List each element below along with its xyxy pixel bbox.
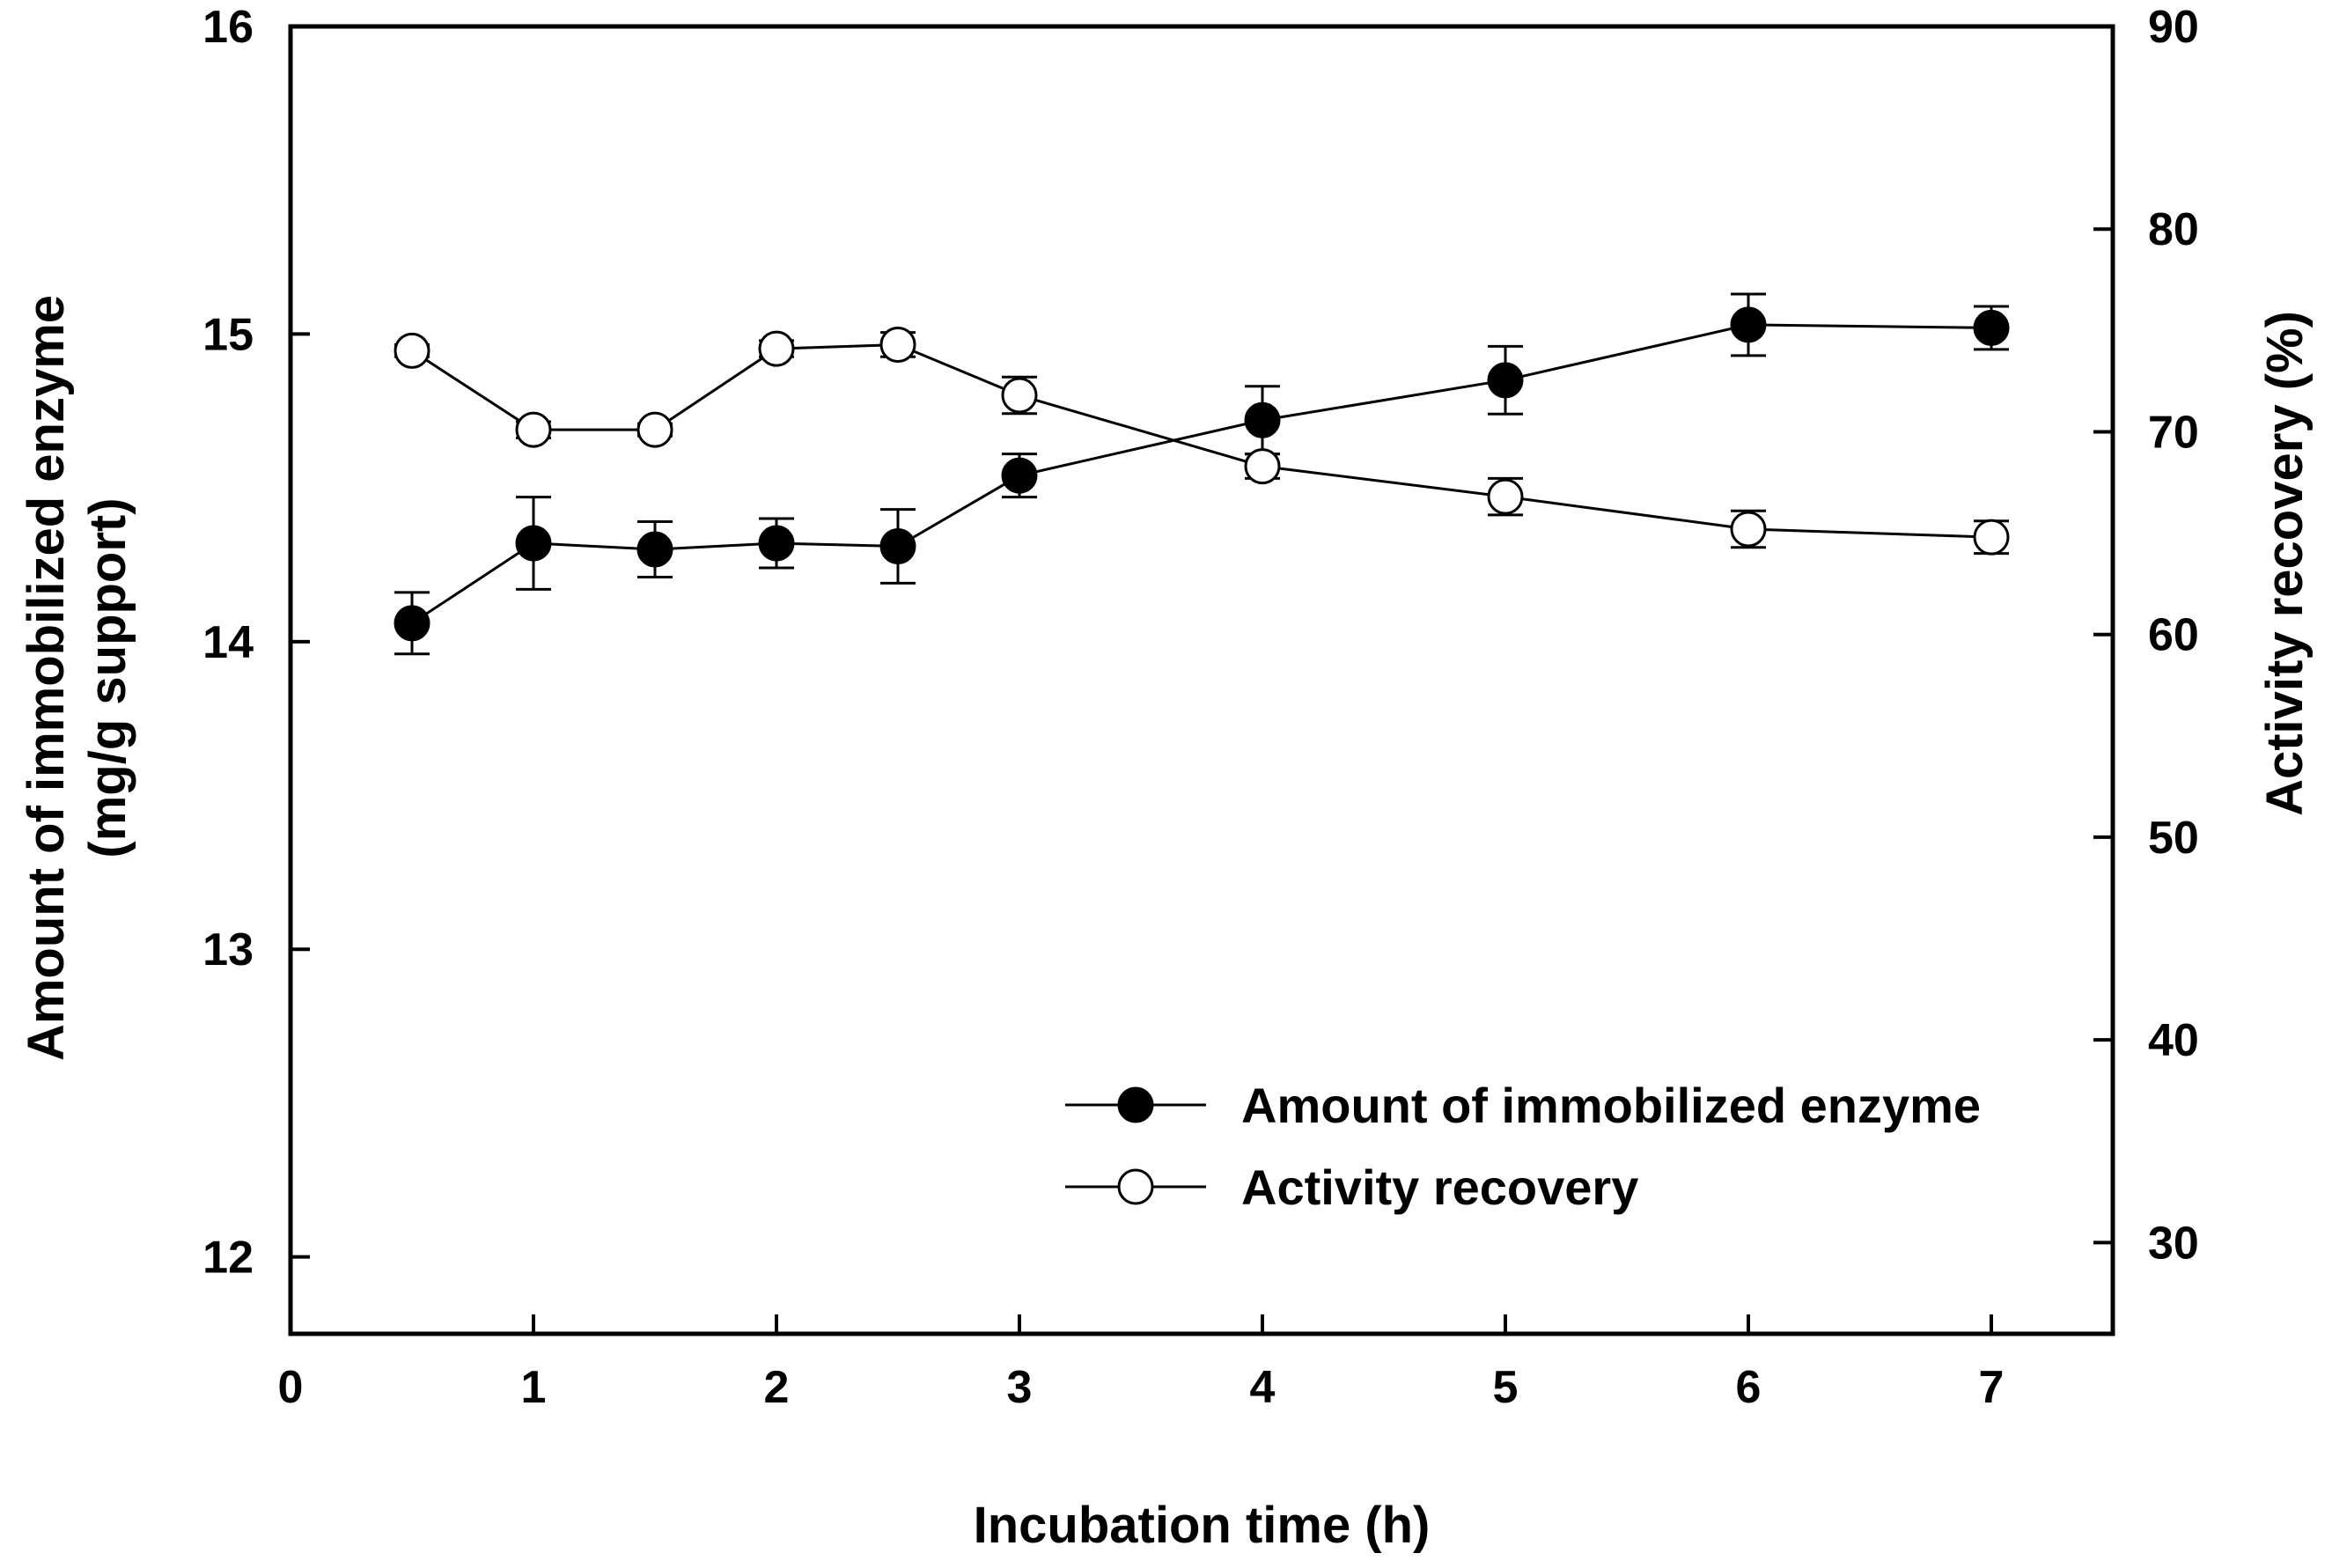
x-tick-label: 7: [1979, 1362, 2005, 1413]
data-point-enzyme: [394, 605, 430, 642]
data-point-activity: [394, 332, 430, 369]
y-axis-left-title-line2: (mg/g support): [79, 497, 136, 858]
data-point-activity: [1730, 511, 1767, 548]
legend-marker-enzyme: [1117, 1086, 1154, 1123]
x-tick-label: 5: [1493, 1362, 1519, 1413]
x-tick-label: 0: [278, 1362, 304, 1413]
x-tick-label: 3: [1007, 1362, 1033, 1413]
plot-frame: [288, 24, 2115, 1336]
data-point-enzyme: [515, 525, 552, 562]
y-right-tick-label: 30: [2148, 1218, 2199, 1269]
series-line-activity: [411, 342, 1992, 539]
legend-label-activity: Activity recovery: [1241, 1159, 1638, 1215]
y-left-tick-label: 16: [202, 2, 254, 53]
data-point-enzyme: [636, 531, 673, 568]
data-point-activity: [1973, 519, 2010, 556]
x-tick-label: 4: [1250, 1362, 1276, 1413]
data-point-activity: [879, 326, 916, 363]
x-tick-label: 1: [521, 1362, 547, 1413]
y-right-tick-label: 70: [2148, 407, 2199, 458]
y-right-tick-label: 40: [2148, 1015, 2199, 1066]
data-point-activity: [758, 330, 795, 367]
y-right-tick-label: 50: [2148, 813, 2199, 864]
y-axis-left-title-line1: Amount of immobilized enzyme: [18, 295, 75, 1061]
data-point-enzyme: [1487, 362, 1524, 399]
y-left-tick-label: 13: [202, 924, 254, 975]
data-point-enzyme: [758, 525, 795, 562]
legend-marker-activity: [1117, 1168, 1154, 1205]
x-axis: 0 1 2 3 4 5 6 7: [278, 1314, 2005, 1413]
data-point-activity: [636, 411, 673, 448]
y-left-tick-label: 14: [202, 617, 254, 668]
y-axis-right-title: Activity recovery (%): [2256, 311, 2314, 816]
data-point-enzyme: [1973, 309, 2010, 346]
series-layer: [394, 292, 2010, 656]
y-axis-right: 30 40 50 60 70 80 90: [2093, 2, 2199, 1269]
data-point-activity: [1244, 448, 1281, 485]
x-tick-label: 2: [764, 1362, 790, 1413]
data-point-activity: [515, 411, 552, 448]
x-axis-title: Incubation time (h): [974, 1497, 1431, 1554]
data-point-activity: [1001, 377, 1038, 414]
y-axis-left: 12 13 14 15 16: [202, 2, 310, 1284]
data-point-enzyme: [1244, 401, 1281, 438]
data-point-enzyme: [879, 528, 916, 565]
data-point-enzyme: [1730, 306, 1767, 343]
data-point-enzyme: [1001, 457, 1038, 494]
x-tick-label: 6: [1736, 1362, 1762, 1413]
y-right-tick-label: 90: [2148, 2, 2199, 53]
legend: Amount of immobilized enzyme Activity re…: [1065, 1078, 1981, 1215]
y-left-tick-label: 15: [202, 309, 254, 360]
y-left-tick-label: 12: [202, 1233, 254, 1284]
y-right-tick-label: 80: [2148, 204, 2199, 255]
y-right-tick-label: 60: [2148, 610, 2199, 661]
series-line-enzyme: [411, 323, 1992, 625]
data-point-activity: [1487, 478, 1524, 515]
legend-label-enzyme: Amount of immobilized enzyme: [1241, 1078, 1981, 1133]
